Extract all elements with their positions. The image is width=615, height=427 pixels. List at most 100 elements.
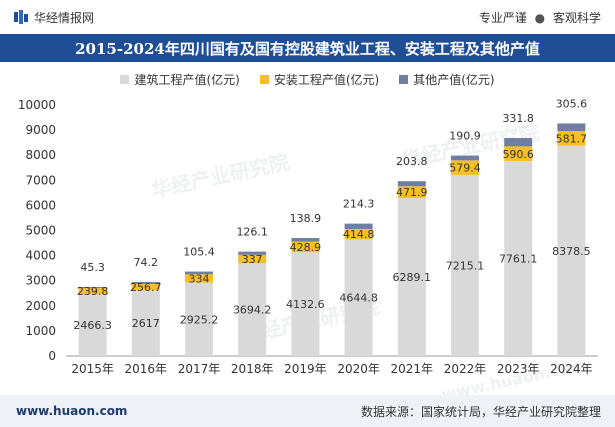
footer-source: 数据来源：国家统计局，华经产业研究院整理 bbox=[360, 404, 601, 419]
y-tick-label: 6000 bbox=[25, 198, 56, 212]
y-tick-label: 4000 bbox=[25, 249, 56, 263]
data-label-installation: 239.8 bbox=[77, 285, 109, 298]
bar-installation[interactable] bbox=[78, 288, 107, 295]
y-tick-label: 0 bbox=[48, 349, 56, 363]
bar-other[interactable] bbox=[451, 155, 479, 161]
data-label-construction: 7215.1 bbox=[446, 259, 485, 272]
data-label-other: 190.9 bbox=[449, 130, 481, 143]
y-tick-label: 2000 bbox=[25, 299, 56, 313]
bar-construction[interactable] bbox=[504, 161, 533, 356]
footer-url[interactable]: www.huaon.com bbox=[16, 404, 128, 418]
site-name: 华经情报网 bbox=[34, 10, 95, 25]
data-label-other: 126.1 bbox=[236, 226, 268, 239]
bar-other[interactable] bbox=[344, 223, 373, 230]
legend-item-other[interactable]: 其他产值(亿元) bbox=[399, 71, 495, 88]
bar-other[interactable] bbox=[291, 238, 320, 242]
data-label-other: 45.3 bbox=[80, 261, 105, 274]
bar-construction[interactable] bbox=[131, 290, 160, 356]
chart-title: 2015-2024年四川国有及国有控股建筑业工程、安装工程及其他产值 bbox=[75, 39, 540, 58]
x-tick-label: 2017年 bbox=[178, 362, 221, 376]
bar-installation[interactable] bbox=[131, 283, 160, 291]
x-tick-label: 2019年 bbox=[284, 362, 327, 376]
y-tick-label: 7000 bbox=[25, 173, 56, 187]
bar-installation[interactable] bbox=[291, 241, 320, 253]
data-label-other: 105.4 bbox=[183, 246, 215, 259]
data-label-installation: 256.7 bbox=[130, 281, 162, 294]
data-label-installation: 334 bbox=[189, 272, 210, 285]
bar-construction[interactable] bbox=[238, 263, 267, 356]
bar-construction[interactable] bbox=[78, 294, 107, 356]
x-tick-label: 2016年 bbox=[125, 362, 168, 376]
legend-swatch-other bbox=[399, 74, 409, 84]
x-tick-label: 2022年 bbox=[444, 362, 487, 376]
bar-other[interactable] bbox=[504, 138, 533, 147]
data-label-construction: 3694.2 bbox=[233, 304, 272, 317]
data-label-installation: 337 bbox=[242, 253, 263, 266]
data-label-construction: 4644.8 bbox=[339, 292, 378, 305]
y-tick-label: 1000 bbox=[25, 324, 56, 338]
bar-construction[interactable] bbox=[397, 198, 426, 356]
footer: www.huaon.com 数据来源：国家统计局，华经产业研究院整理 bbox=[0, 395, 615, 427]
bar-construction[interactable] bbox=[344, 239, 373, 356]
y-tick-label: 5000 bbox=[25, 224, 56, 238]
bar-other[interactable] bbox=[238, 251, 267, 255]
data-label-installation: 590.6 bbox=[502, 148, 534, 161]
x-tick-label: 2020年 bbox=[337, 362, 380, 376]
slogan-separator: ● bbox=[534, 10, 546, 25]
y-tick-label: 3000 bbox=[25, 274, 56, 288]
bar-other[interactable] bbox=[557, 123, 586, 132]
data-label-other: 214.3 bbox=[343, 198, 375, 211]
stacked-bar-chart: 0 1000 2000 3000 4000 5000 6000 7000 8000 9000 100… bbox=[18, 97, 598, 376]
bar-installation[interactable] bbox=[344, 229, 373, 240]
huajing-logo-icon bbox=[14, 10, 28, 24]
data-label-construction: 2617 bbox=[132, 317, 160, 330]
bar-other[interactable] bbox=[185, 271, 213, 275]
slogan-left: 专业严谨 bbox=[478, 10, 527, 25]
bar-other[interactable] bbox=[78, 286, 107, 289]
bar-installation[interactable] bbox=[451, 160, 479, 175]
data-label-other: 331.8 bbox=[502, 112, 534, 125]
legend-swatch-construction bbox=[120, 74, 130, 84]
chart-legend: 建筑工程产值(亿元) 安装工程产值(亿元) 其他产值(亿元) bbox=[0, 68, 615, 90]
data-label-construction: 4132.6 bbox=[286, 298, 325, 311]
legend-item-construction[interactable]: 建筑工程产值(亿元) bbox=[120, 71, 240, 88]
bar-construction[interactable] bbox=[185, 282, 213, 356]
bar-construction[interactable] bbox=[451, 174, 479, 356]
slogan-right: 客观科学 bbox=[552, 10, 601, 25]
x-tick-label: 2024年 bbox=[550, 362, 593, 376]
bar-installation[interactable] bbox=[504, 146, 533, 162]
x-tick-label: 2015年 bbox=[71, 362, 114, 376]
y-tick-label: 10000 bbox=[18, 98, 56, 112]
data-label-installation: 414.8 bbox=[343, 228, 375, 241]
data-label-other: 138.9 bbox=[290, 212, 322, 225]
data-label-installation: 428.9 bbox=[290, 241, 322, 254]
y-tick-label: 9000 bbox=[25, 123, 56, 137]
bar-installation[interactable] bbox=[397, 186, 426, 199]
bar-construction[interactable] bbox=[557, 145, 586, 356]
slogan: 专业严谨 ● 客观科学 bbox=[479, 9, 615, 26]
legend-label-construction: 建筑工程产值(亿元) bbox=[134, 72, 240, 87]
legend-item-installation[interactable]: 安装工程产值(亿元) bbox=[259, 71, 380, 88]
data-label-construction: 2925.2 bbox=[180, 313, 219, 326]
data-label-construction: 6289.1 bbox=[393, 271, 432, 284]
bar-other[interactable] bbox=[131, 282, 160, 284]
bar-installation[interactable] bbox=[557, 131, 586, 146]
data-label-installation: 471.9 bbox=[396, 186, 428, 199]
bar-installation[interactable] bbox=[185, 274, 213, 283]
chart-title-bar: 2015-2024年四川国有及国有控股建筑业工程、安装工程及其他产值 bbox=[0, 34, 615, 62]
data-label-other: 203.8 bbox=[396, 155, 428, 168]
data-label-construction: 8378.5 bbox=[552, 245, 591, 258]
legend-label-other: 其他产值(亿元) bbox=[413, 72, 495, 87]
legend-label-installation: 安装工程产值(亿元) bbox=[273, 72, 380, 87]
bar-installation[interactable] bbox=[238, 254, 267, 264]
bar-construction[interactable] bbox=[291, 252, 320, 356]
data-label-other: 74.2 bbox=[134, 256, 159, 269]
top-bar: 华经情报网 专业严谨 ● 客观科学 bbox=[0, 0, 615, 34]
bar-other[interactable] bbox=[397, 181, 426, 187]
x-tick-label: 2018年 bbox=[231, 362, 274, 376]
data-label-installation: 579.4 bbox=[449, 162, 481, 175]
brand[interactable]: 华经情报网 bbox=[0, 9, 94, 26]
x-tick-label: 2023年 bbox=[497, 362, 540, 376]
legend-swatch-installation bbox=[259, 74, 269, 84]
